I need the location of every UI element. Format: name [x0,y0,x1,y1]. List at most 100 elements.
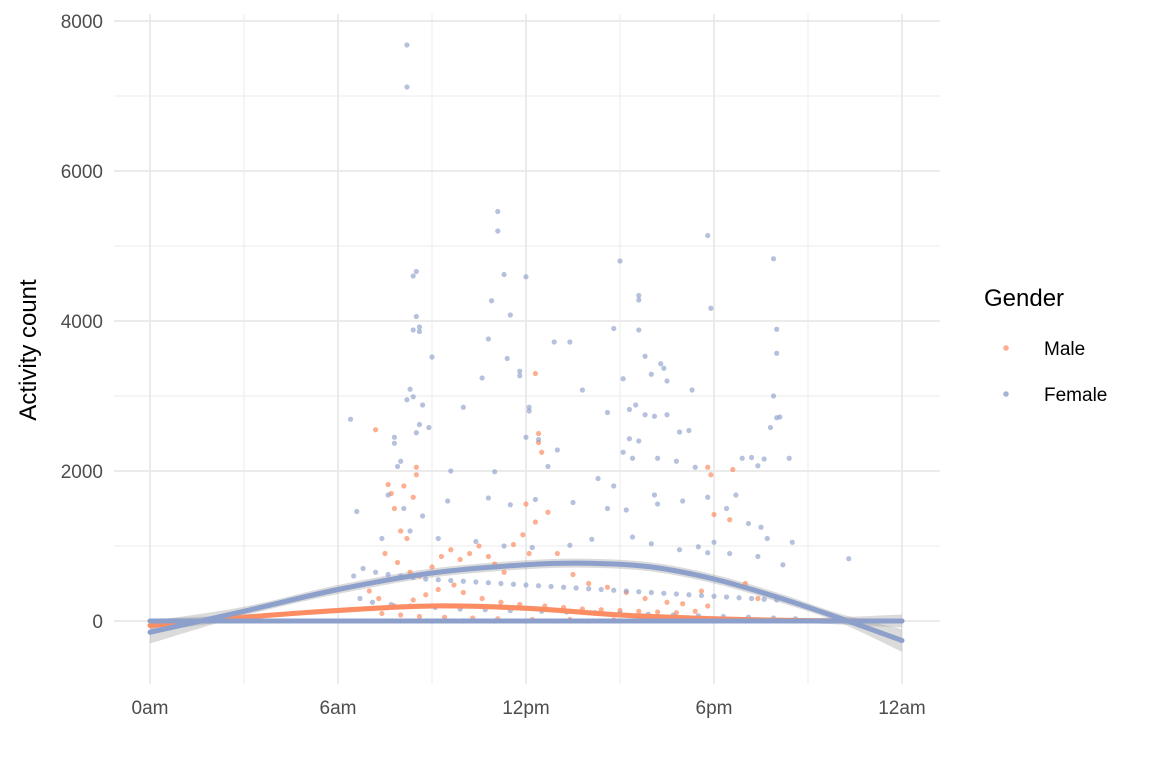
point-male [376,595,382,602]
point-female [586,586,592,592]
point-female [567,339,573,345]
point-female [642,412,648,418]
point-female [385,571,391,578]
x-tick-label: 0am [132,698,169,719]
point-male [423,592,429,598]
trend-lines [147,560,905,643]
point-female [485,336,491,342]
point-female [401,505,407,512]
point-female [633,402,639,408]
point-female [351,573,357,579]
point-male [642,595,648,602]
legend-title: Gender [984,285,1064,312]
point-female [517,368,523,374]
point-female [655,455,661,461]
point-female [698,592,705,599]
point-female [410,394,416,400]
point-female [723,594,730,600]
point-female [373,569,379,575]
point-female [676,547,683,553]
point-male [532,519,539,525]
point-male [401,483,407,489]
point-male [636,608,642,614]
legend-key-male [1003,345,1009,351]
point-male [373,427,379,433]
point-female [423,576,429,582]
point-female [774,350,780,356]
grid-lines [114,14,940,684]
point-female [391,434,397,440]
point-female [648,371,654,377]
point-female [420,402,426,408]
point-female [755,463,761,469]
point-male [598,607,604,613]
point-female [723,505,730,512]
point-female [611,483,617,489]
point-male [460,589,466,596]
point-female [846,556,852,562]
point-male [398,528,404,534]
point-female [708,305,714,311]
point-female [404,84,410,90]
point-female [727,550,733,557]
point-female [495,208,501,215]
point-female [404,42,410,48]
point-female [686,427,692,434]
point-female [488,298,495,304]
point-female [736,595,742,601]
point-female [620,449,626,455]
point-male [413,464,419,470]
point-male [727,517,733,523]
point-female [507,502,513,508]
point-female [507,312,513,318]
point-male [526,550,532,557]
point-male [711,511,717,518]
point-female [535,436,542,443]
point-female [407,386,413,392]
point-female [413,430,419,436]
legend-label-female: Female [1044,385,1107,406]
point-female [626,436,633,442]
point-female [680,498,686,504]
point-male [532,370,539,377]
point-female [545,463,551,470]
point-female [705,232,711,239]
point-female [548,583,554,590]
point-male [501,569,507,575]
point-male [451,582,457,588]
point-female [745,520,752,527]
point-female [767,424,774,431]
point-male [485,553,491,560]
point-female [695,544,701,550]
point-female [379,535,385,542]
point-female [636,292,642,299]
point-female [642,353,648,359]
point-female [629,534,636,540]
point-male [379,610,385,617]
point-female [761,596,767,602]
point-male [664,599,670,605]
point-male [730,466,736,473]
point-male [366,588,372,594]
point-female [501,271,507,278]
point-female [460,404,466,410]
point-female [510,581,517,587]
point-female [604,505,611,512]
trend-line-female [147,560,905,643]
point-male [404,535,410,542]
point-female [426,424,432,431]
point-female [473,538,479,545]
point-male [413,472,419,478]
point-female [636,438,642,444]
point-female [692,464,698,470]
point-female [705,550,711,556]
point-female [774,326,780,332]
point-female [448,577,454,584]
point-male [698,588,705,594]
point-male [586,580,592,587]
point-female [445,498,451,504]
point-female [664,378,670,384]
point-female [526,404,532,410]
point-female [551,339,557,345]
point-female [529,544,535,551]
